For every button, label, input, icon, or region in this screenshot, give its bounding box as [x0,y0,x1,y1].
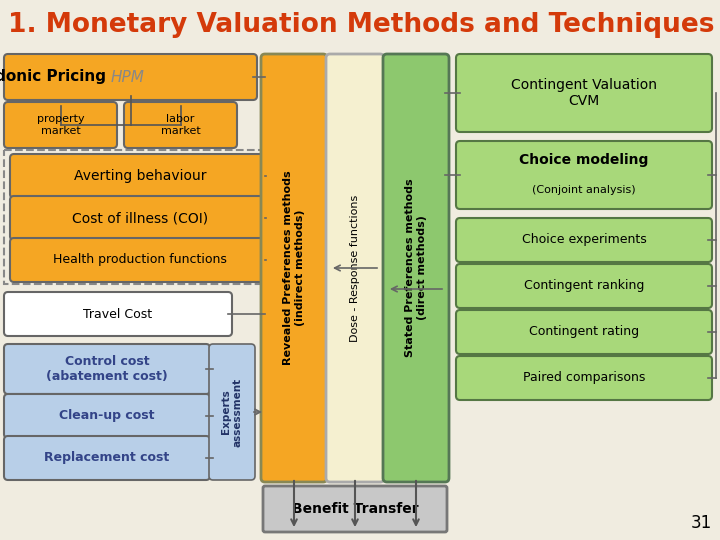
FancyBboxPatch shape [10,154,270,198]
FancyBboxPatch shape [4,344,210,394]
FancyBboxPatch shape [261,54,327,482]
FancyBboxPatch shape [4,54,257,100]
FancyBboxPatch shape [456,310,712,354]
FancyBboxPatch shape [456,356,712,400]
Text: 1. Monetary Valuation Methods and Techniques: 1. Monetary Valuation Methods and Techni… [8,12,714,38]
FancyBboxPatch shape [456,54,712,132]
Text: Stated Preferences methods
(direct methods): Stated Preferences methods (direct metho… [405,179,427,357]
Text: Dose - Response functions: Dose - Response functions [350,194,360,342]
Text: (Conjoint analysis): (Conjoint analysis) [532,185,636,195]
FancyBboxPatch shape [10,238,270,282]
Text: Control cost
(abatement cost): Control cost (abatement cost) [46,355,168,383]
Text: Contingent ranking: Contingent ranking [524,280,644,293]
Text: Clean-up cost: Clean-up cost [59,409,155,422]
Text: Choice modeling: Choice modeling [519,153,649,167]
Text: HPM: HPM [111,70,145,84]
Text: Experts
assessment: Experts assessment [221,377,243,447]
Text: Contingent Valuation
CVM: Contingent Valuation CVM [511,78,657,108]
FancyBboxPatch shape [456,264,712,308]
Text: Hedonic Pricing: Hedonic Pricing [0,70,111,84]
Text: Paired comparisons: Paired comparisons [523,372,645,384]
FancyBboxPatch shape [326,54,384,482]
Text: Averting behaviour: Averting behaviour [73,169,206,183]
FancyBboxPatch shape [456,141,712,209]
FancyBboxPatch shape [4,394,210,438]
FancyBboxPatch shape [4,102,117,148]
FancyBboxPatch shape [10,196,270,240]
Text: property
market: property market [37,114,84,136]
Text: Replacement cost: Replacement cost [45,451,170,464]
FancyBboxPatch shape [383,54,449,482]
Text: Revealed Preferences methods
(indirect methods): Revealed Preferences methods (indirect m… [283,171,305,366]
Text: Travel Cost: Travel Cost [84,307,153,321]
Text: 31: 31 [690,514,712,532]
Text: Cost of illness (COI): Cost of illness (COI) [72,211,208,225]
FancyBboxPatch shape [263,486,447,532]
FancyBboxPatch shape [456,218,712,262]
Text: labor
market: labor market [161,114,200,136]
Text: Contingent rating: Contingent rating [529,326,639,339]
Text: Choice experiments: Choice experiments [521,233,647,246]
Text: Benefit Transfer: Benefit Transfer [292,502,418,516]
Text: Health production functions: Health production functions [53,253,227,267]
FancyBboxPatch shape [209,344,255,480]
FancyBboxPatch shape [4,436,210,480]
FancyBboxPatch shape [4,292,232,336]
FancyBboxPatch shape [124,102,237,148]
